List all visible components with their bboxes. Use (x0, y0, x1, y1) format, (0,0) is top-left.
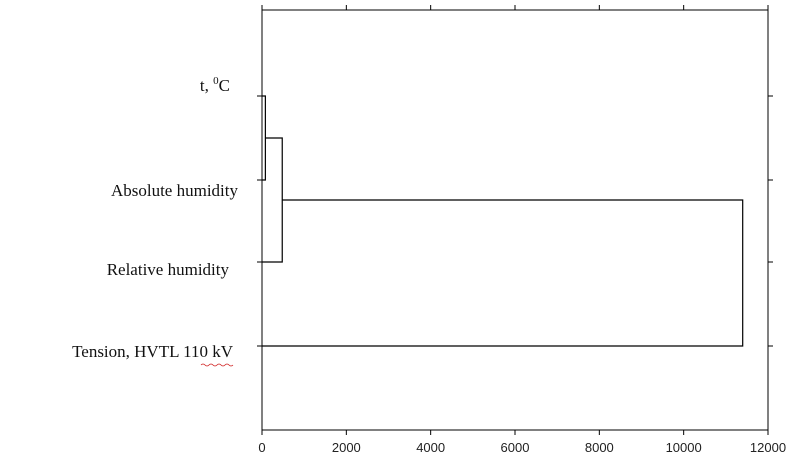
leaf-label-relative-humidity: Relative humidity (107, 260, 230, 279)
axis-ticks (257, 5, 773, 435)
x-tick-label: 6000 (501, 440, 530, 455)
dendrogram-link-3 (262, 199, 744, 347)
x-tick-label: 10000 (666, 440, 702, 455)
leaf-label-absolute-humidity: Absolute humidity (111, 181, 239, 200)
x-tick-label: 12000 (750, 440, 786, 455)
x-tick-label: 2000 (332, 440, 361, 455)
x-tick-label: 8000 (585, 440, 614, 455)
x-tick-label: 4000 (416, 440, 445, 455)
x-tick-labels: 0 2000 4000 6000 8000 10000 12000 (258, 440, 786, 455)
plot-frame (261, 9, 769, 431)
spellcheck-underline (200, 363, 234, 367)
x-tick-label: 0 (258, 440, 265, 455)
leaf-label-tension: Tension, HVTL 110 kV (72, 342, 234, 361)
dendrogram-link-1 (262, 95, 266, 181)
leaf-label-t: t, 0C (200, 75, 230, 95)
dendrogram-links (262, 95, 744, 347)
